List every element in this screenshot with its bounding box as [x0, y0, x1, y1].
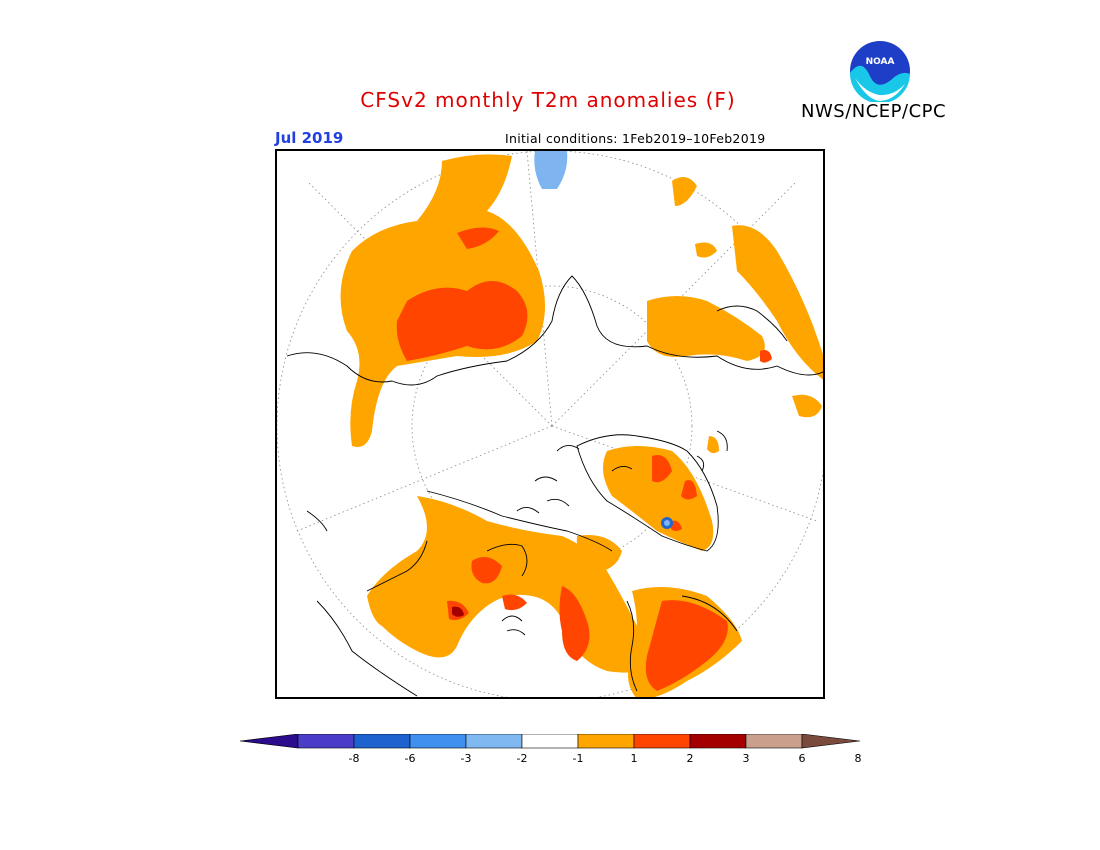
colorbar-box — [521, 734, 579, 749]
initial-conditions-label: Initial conditions: 1Feb2019–10Feb2019 — [505, 131, 766, 146]
noaa-logo: NOAA — [849, 41, 910, 102]
colorbar-tick-label: -6 — [405, 752, 416, 765]
colorbar-box — [745, 734, 803, 749]
colorbar-box — [633, 734, 691, 749]
colorbar-tick-label: -8 — [349, 752, 360, 765]
colorbar-tick-label: 1 — [631, 752, 638, 765]
colorbar-tick-label: 6 — [799, 752, 806, 765]
quebec-anomaly — [576, 535, 742, 697]
north-america-anomaly — [367, 496, 657, 673]
colorbar-box — [409, 734, 467, 749]
month-label: Jul 2019 — [275, 129, 344, 147]
colorbar-box — [297, 734, 355, 749]
colorbar: -8 -6 -3 -2 -1 1 2 3 6 8 — [239, 734, 862, 765]
eurasia-anomaly — [340, 151, 568, 448]
chart-title: CFSv2 monthly T2m anomalies (F) — [360, 88, 736, 112]
coastlines — [286, 275, 823, 697]
colorbar-box — [353, 734, 411, 749]
europe-anomaly — [647, 177, 823, 418]
colorbar-tick-label: -3 — [461, 752, 472, 765]
colorbar-arrow-high — [801, 734, 861, 749]
colorbar-tick-label: 3 — [743, 752, 750, 765]
anomaly-map — [275, 149, 825, 699]
colorbar-box — [577, 734, 635, 749]
greenland-anomaly — [603, 436, 719, 551]
colorbar-tick-label: -2 — [517, 752, 528, 765]
colorbar-tick-label: 2 — [687, 752, 694, 765]
colorbar-arrow-low — [239, 734, 299, 749]
svg-text:NOAA: NOAA — [866, 57, 895, 67]
colorbar-tick-label: 8 — [855, 752, 862, 765]
colorbar-tick-label: -1 — [573, 752, 584, 765]
colorbar-box — [689, 734, 747, 749]
colorbar-box — [465, 734, 523, 749]
agency-label: NWS/NCEP/CPC — [801, 101, 947, 122]
